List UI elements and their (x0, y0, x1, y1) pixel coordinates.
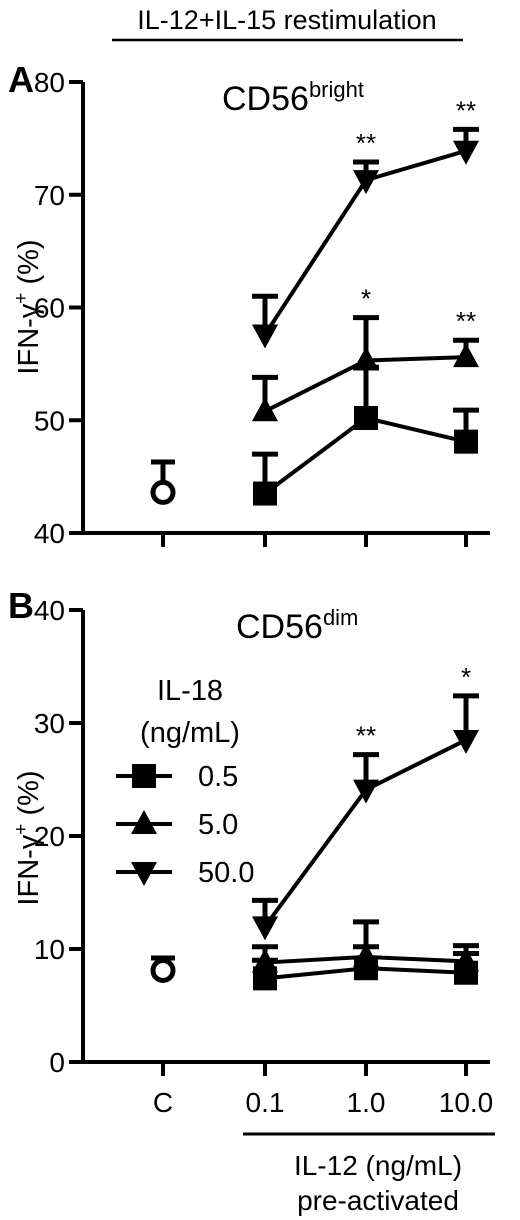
panel-b-control-point (150, 957, 176, 983)
legend-marker-1 (131, 810, 157, 834)
panel-a-series-0-point (454, 429, 478, 454)
panel-a-y-tick-label: 60 (34, 293, 65, 324)
panel-a-series-0-point (253, 481, 277, 506)
panel-a-series-2-point (353, 170, 379, 195)
panel-b-y-tick-label: 20 (34, 821, 65, 852)
panel-b-title: CD56dim (236, 605, 358, 646)
panel-b-significance-mark: ** (356, 721, 376, 751)
panel-a-title: CD56bright (222, 77, 364, 118)
panel-a-significance-mark: ** (456, 306, 476, 336)
panel-b-significance-mark: * (461, 662, 471, 692)
panel-a-significance-mark: ** (456, 95, 476, 125)
panel-b-series-2-point (453, 729, 479, 754)
panel-a-control-point (150, 479, 176, 505)
x-tick-label-0: C (153, 1087, 173, 1118)
legend-marker-2 (131, 862, 157, 886)
legend-label-1: 5.0 (198, 809, 238, 841)
panel-a-series-2-point (252, 324, 278, 349)
panel-a-y-tick-label: 80 (34, 67, 65, 98)
panel-b-series-2-point (252, 916, 278, 941)
panel-a-y-tick-label: 40 (34, 518, 65, 549)
panel-b-series-2-point (353, 779, 379, 804)
panel-b-series-1-point (252, 948, 278, 973)
legend-marker-0 (132, 764, 156, 788)
x-axis-label-line2: pre-activated (297, 1185, 459, 1216)
panel-a-series-1-point (453, 343, 479, 368)
legend-label-0: 0.5 (198, 761, 238, 793)
panel-b-y-tick-label: 40 (34, 595, 65, 626)
panel-a-significance-mark: ** (356, 128, 376, 158)
figure-title: IL-12+IL-15 restimulation (137, 5, 436, 35)
panel-b-letter: B (8, 585, 34, 626)
panel-b-y-tick-label: 0 (49, 1047, 65, 1078)
legend-label-2: 50.0 (198, 857, 254, 889)
legend-title-line1: IL-18 (157, 675, 223, 707)
legend: IL-18 (ng/mL) 0.5 5.0 50.0 (116, 675, 254, 889)
panel-a-series-1-point (353, 346, 379, 371)
panel-b-series-1-point (353, 942, 379, 967)
panel-b-y-tick-label: 10 (34, 934, 65, 965)
legend-title-line2: (ng/mL) (140, 717, 240, 749)
panel-a-letter: A (8, 59, 34, 100)
x-tick-label-1: 0.1 (246, 1087, 285, 1118)
panel-b-series-1-point (453, 947, 479, 972)
panel-a-series-1-point (252, 397, 278, 422)
panel-b-y-tick-label: 30 (34, 708, 65, 739)
panel-a-y-tick-label: 70 (34, 180, 65, 211)
panel-a-series-2-point (453, 140, 479, 165)
panel-a-ylabel: IFN-γ+ (%) (11, 239, 45, 374)
panel-a-y-tick-label: 50 (34, 405, 65, 436)
x-tick-label-2: 1.0 (347, 1087, 386, 1118)
panel-a-series-0-point (354, 405, 378, 430)
x-axis-label-line1: IL-12 (ng/mL) (294, 1150, 462, 1181)
panel-b-ylabel: IFN-γ+ (%) (11, 770, 45, 905)
panel-a-significance-mark: * (361, 284, 371, 314)
x-tick-label-3: 10.0 (439, 1087, 494, 1118)
